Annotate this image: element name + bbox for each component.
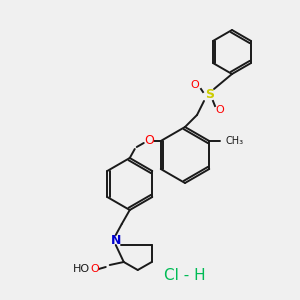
Text: Cl - H: Cl - H <box>164 268 206 283</box>
Text: N: N <box>111 233 121 247</box>
Text: O: O <box>144 134 154 148</box>
Text: O: O <box>190 80 200 90</box>
Text: HO: HO <box>73 264 90 274</box>
Text: CH₃: CH₃ <box>225 136 243 146</box>
Text: S: S <box>206 88 214 101</box>
Text: O: O <box>216 105 224 115</box>
Text: O: O <box>90 264 99 274</box>
